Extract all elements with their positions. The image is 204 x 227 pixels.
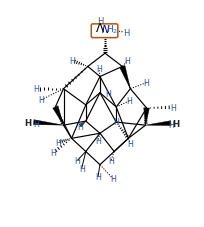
Text: H: H: [105, 89, 111, 98]
Polygon shape: [33, 120, 63, 126]
Text: H: H: [75, 156, 81, 165]
FancyBboxPatch shape: [91, 25, 118, 38]
Text: H: H: [38, 96, 44, 105]
Text: H: H: [95, 173, 101, 182]
Text: H: H: [128, 140, 133, 149]
Polygon shape: [120, 66, 130, 89]
Text: H: H: [96, 65, 102, 74]
Polygon shape: [144, 108, 149, 126]
Text: H: H: [97, 17, 103, 26]
Text: H: H: [55, 138, 61, 147]
Text: H: H: [144, 79, 150, 88]
Text: H: H: [77, 122, 83, 131]
Text: H: H: [110, 175, 116, 184]
Text: H: H: [124, 57, 130, 66]
Text: H: H: [172, 119, 180, 128]
Text: H: H: [33, 85, 39, 94]
Text: H: H: [123, 29, 130, 38]
Polygon shape: [146, 121, 171, 126]
Text: H: H: [168, 120, 174, 129]
Text: H: H: [79, 164, 85, 173]
Text: H$_2$: H$_2$: [106, 23, 118, 35]
Text: H: H: [126, 97, 132, 106]
Text: N: N: [101, 25, 109, 35]
Text: $\Lambda$: $\Lambda$: [95, 22, 105, 35]
Text: H: H: [33, 119, 39, 128]
Text: H: H: [95, 136, 101, 145]
Text: H: H: [50, 148, 56, 157]
Text: H: H: [108, 156, 114, 165]
Text: H: H: [113, 118, 119, 126]
Text: H: H: [170, 103, 176, 112]
Polygon shape: [53, 106, 63, 126]
Text: H: H: [70, 57, 75, 66]
Text: H: H: [24, 118, 32, 127]
